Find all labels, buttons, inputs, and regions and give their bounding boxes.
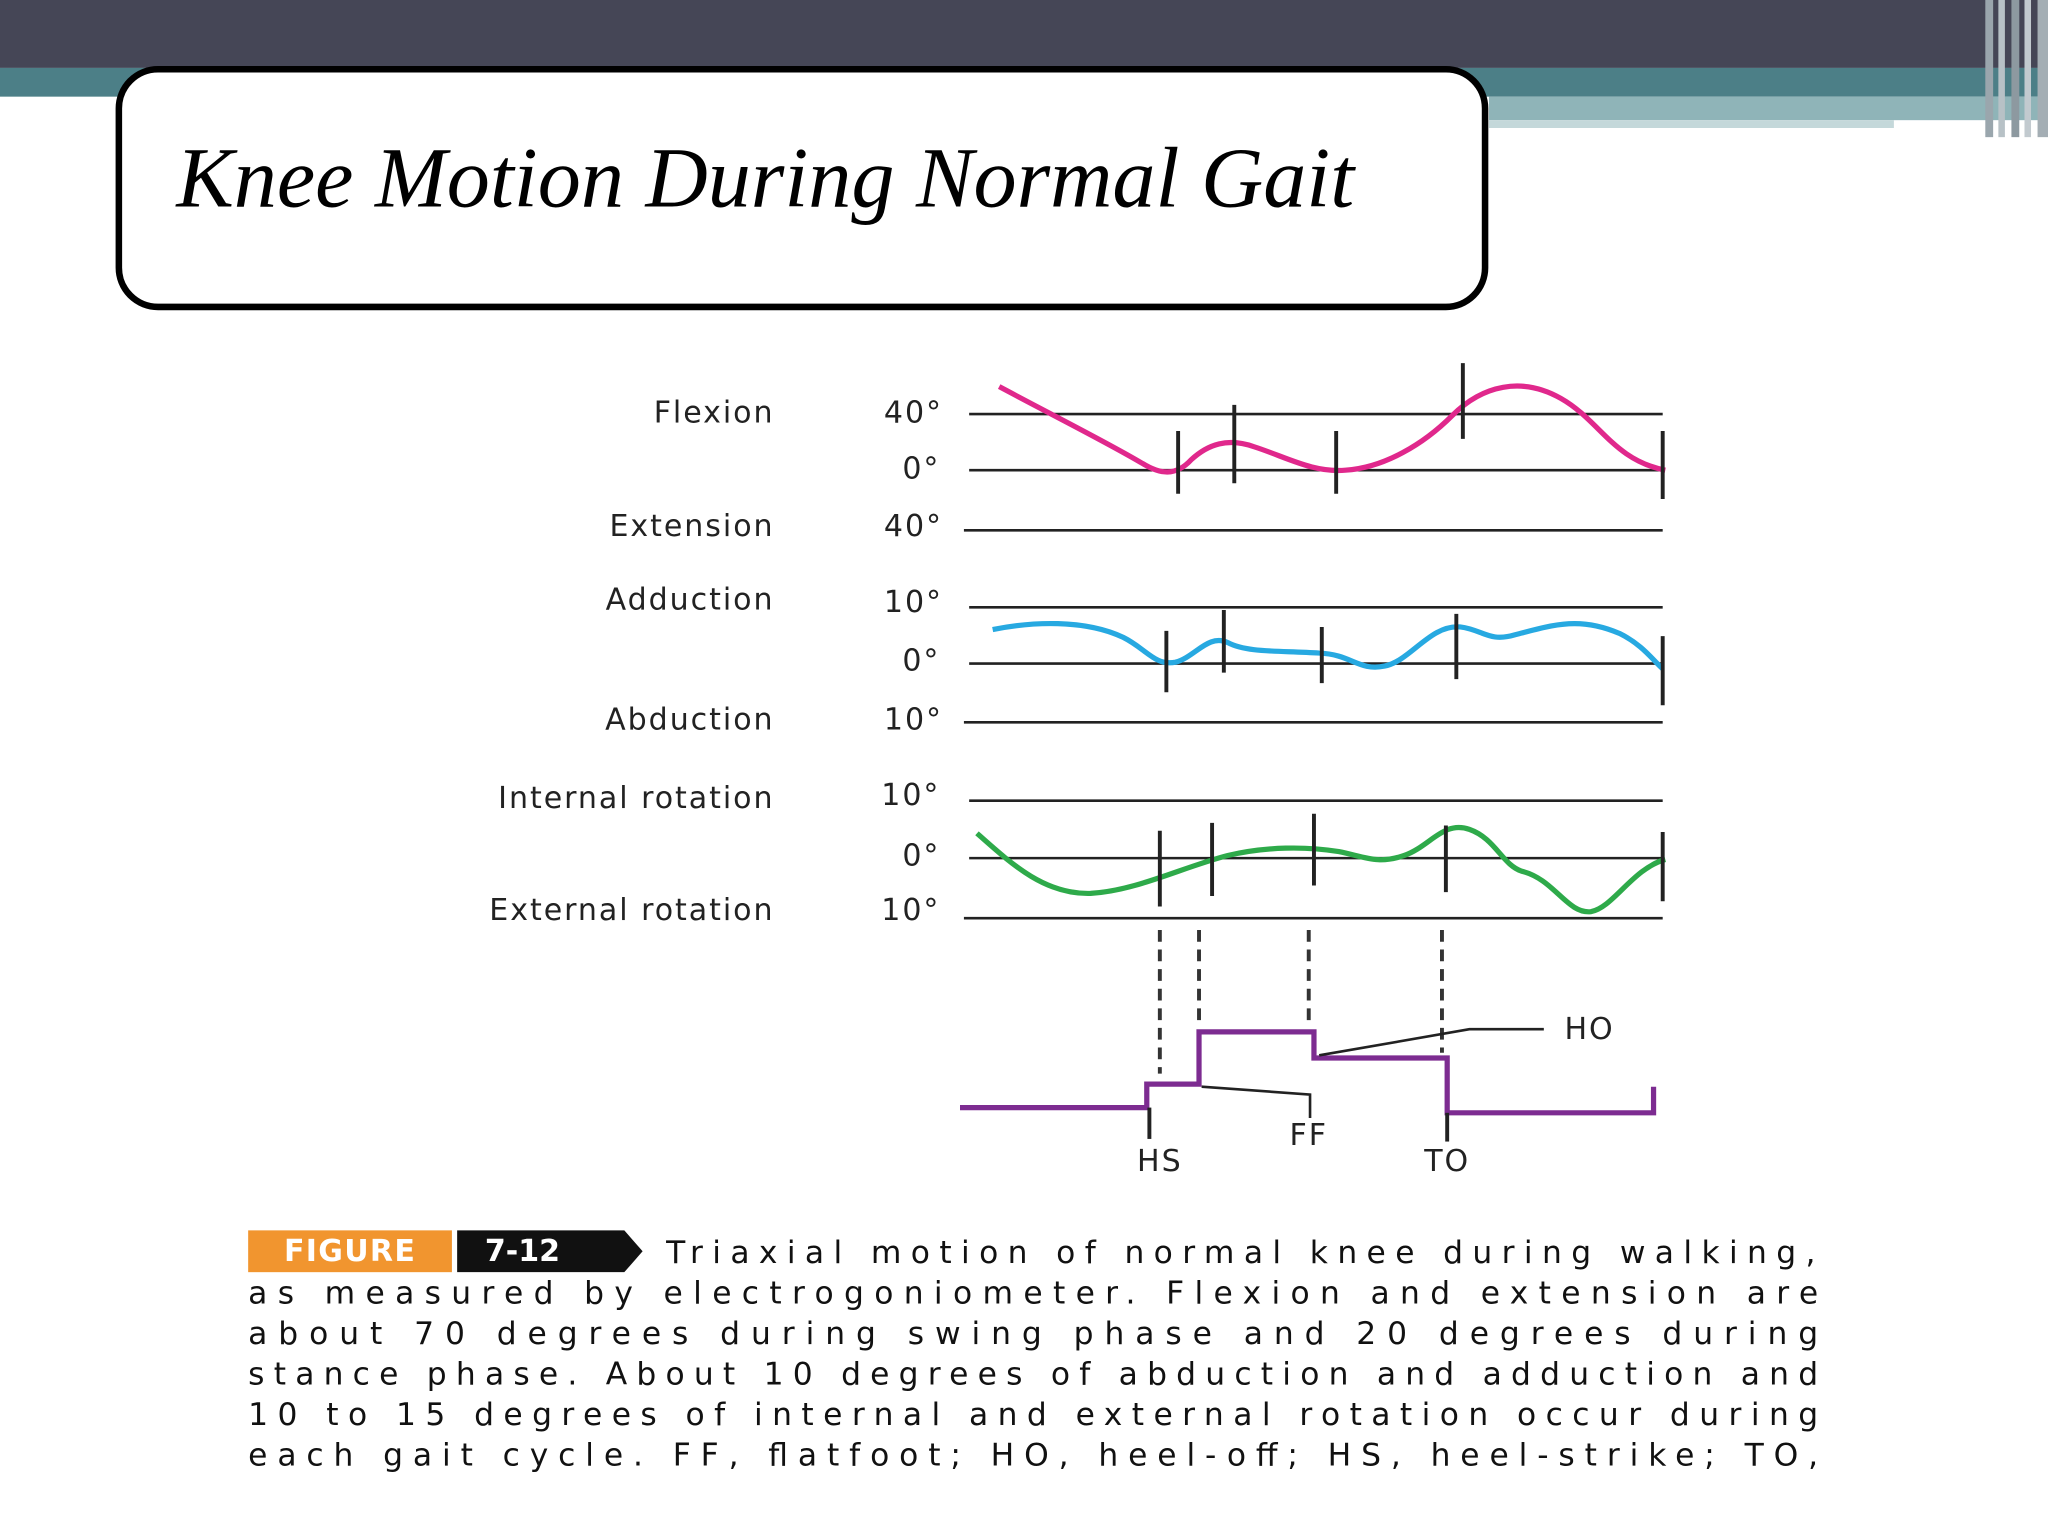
caption-line: stance phase. About 10 degrees of abduct…	[248, 1356, 1818, 1392]
event-label: HO	[1564, 1012, 1614, 1047]
caption-line: each gait cycle. FF, flatfoot; HO, heel-…	[248, 1437, 1818, 1473]
event-ticks	[1157, 363, 1665, 907]
row-label: Extension	[609, 509, 774, 544]
row-label: Abduction	[605, 702, 774, 737]
figure-number-box	[457, 1230, 643, 1273]
foot-contact-step	[959, 1029, 1657, 1116]
caption-line: 10 to 15 degrees of internal and externa…	[248, 1397, 1818, 1433]
rotation-curve	[975, 825, 1667, 915]
event-label: FF	[1290, 1118, 1328, 1153]
axis-label: 0°	[902, 838, 940, 873]
axis-label: 10°	[881, 778, 940, 813]
row-label: Internal rotation	[498, 781, 774, 816]
reference-lines	[963, 412, 1663, 920]
row-label: Adduction	[606, 582, 775, 617]
caption-line: as measured by electrogoniometer. Flexio…	[248, 1275, 1818, 1311]
axis-label: 10°	[884, 585, 943, 620]
dashed-guides	[1157, 929, 1444, 1074]
header-band	[0, 0, 2048, 68]
row-labels: Flexion Extension Adduction Abduction In…	[489, 396, 775, 929]
event-label: HS	[1137, 1144, 1183, 1179]
slide-title: Knee Motion During Normal Gait	[174, 130, 1356, 226]
figure-tag: FIGURE	[284, 1234, 416, 1269]
header-strip-light	[1488, 96, 2048, 121]
axis-labels: 40° 0° 40° 10° 0° 10° 10° 0° 10°	[881, 396, 943, 929]
corner-bars	[1985, 0, 2048, 138]
caption-line: about 70 degrees during swing phase and …	[248, 1316, 1818, 1352]
flexion-curve	[997, 383, 1666, 475]
row-label: Flexion	[654, 396, 775, 431]
header-strip-thin	[1488, 120, 1894, 128]
axis-label: 40°	[884, 396, 943, 431]
axis-label: 0°	[902, 452, 940, 487]
title-box	[115, 65, 1489, 311]
leader-lines	[1147, 1027, 1544, 1142]
event-label: TO	[1423, 1144, 1470, 1179]
event-labels: HO FF HS TO	[1137, 1012, 1614, 1179]
axis-label: 40°	[884, 509, 943, 544]
caption-line: Triaxial motion of normal knee during wa…	[665, 1235, 1815, 1271]
figure-number: 7-12	[485, 1234, 560, 1269]
row-label: External rotation	[489, 893, 774, 928]
axis-label: 10°	[884, 702, 943, 737]
adduction-curve	[992, 620, 1665, 671]
figure-tag-box	[248, 1230, 452, 1273]
axis-label: 10°	[881, 893, 940, 928]
axis-label: 0°	[902, 644, 940, 679]
